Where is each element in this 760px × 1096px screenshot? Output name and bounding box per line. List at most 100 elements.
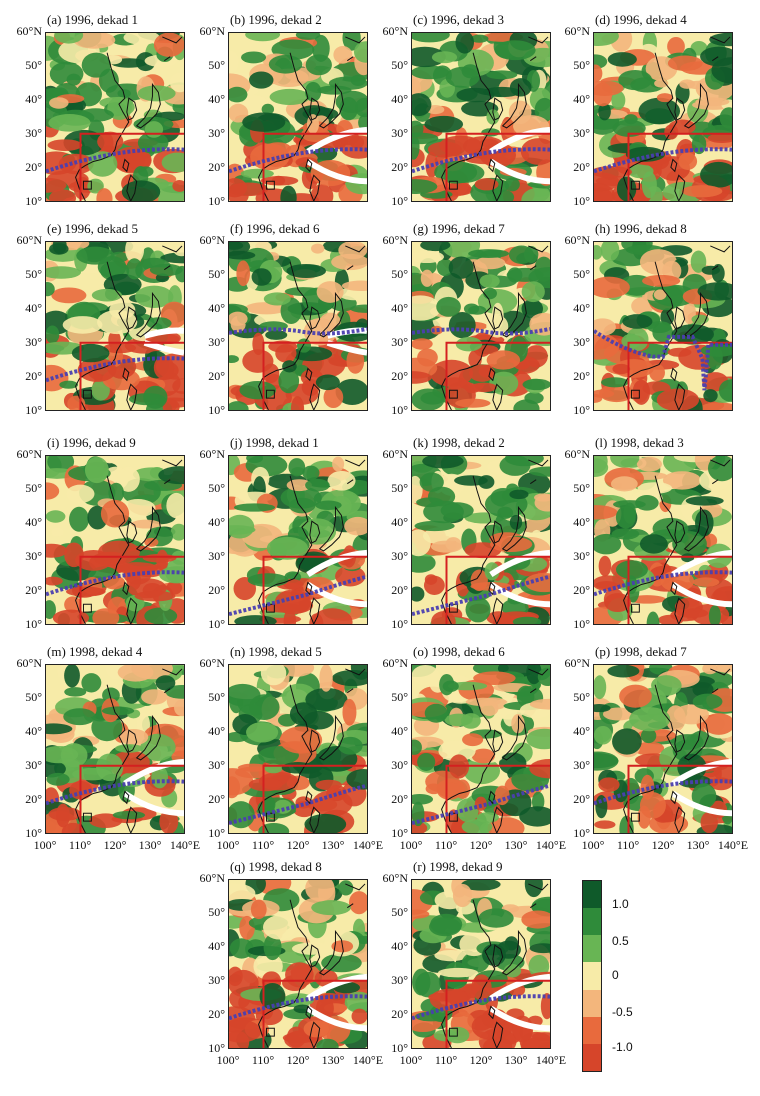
anomaly-blob <box>263 915 297 940</box>
map-frame <box>228 664 368 834</box>
anomaly-blob <box>260 665 287 686</box>
anomaly-blob <box>266 536 309 560</box>
anomaly-blob <box>245 33 281 42</box>
anomaly-blob <box>412 65 450 80</box>
anomaly-blob <box>162 399 180 410</box>
anomaly-blob <box>412 179 438 194</box>
anomaly-blob <box>137 132 169 154</box>
anomaly-blob <box>66 73 81 86</box>
y-tick-label: 10° <box>391 617 408 631</box>
anomaly-blob <box>463 303 480 315</box>
anomaly-blob <box>115 744 144 753</box>
anomaly-blob <box>121 180 161 201</box>
ridge-line-south <box>306 582 367 608</box>
y-tick-label: 40° <box>25 515 42 529</box>
anomaly-blob <box>452 883 473 908</box>
anomaly-blob <box>250 899 267 920</box>
anomaly-blob <box>126 258 143 280</box>
colorbar-segment <box>583 881 601 909</box>
anomaly-blob <box>513 399 540 410</box>
map-panel-d: (d) 1996, dekad 4 <box>593 12 733 202</box>
y-tick-label: 30° <box>391 126 408 140</box>
y-tick-label: 20° <box>391 160 408 174</box>
anomaly-blob <box>305 880 335 902</box>
coastline <box>441 459 549 624</box>
anomaly-blob <box>302 465 320 481</box>
anomaly-blob <box>46 325 60 344</box>
y-tick-label: 10° <box>208 194 225 208</box>
anomaly-blob <box>534 493 550 502</box>
anomaly-blob <box>438 967 479 978</box>
anomaly-blob <box>429 917 462 937</box>
x-tick-label: 100° <box>399 1053 423 1067</box>
anomaly-blob <box>478 908 514 928</box>
anomaly-blob <box>166 492 184 519</box>
anomaly-blob <box>61 822 85 833</box>
y-tick-label: 20° <box>573 792 590 806</box>
anomaly-blob <box>304 81 322 102</box>
anomaly-blob <box>621 334 641 349</box>
anomaly-blob <box>654 79 669 88</box>
anomaly-blob <box>49 189 77 201</box>
rain-belt-line <box>46 356 184 383</box>
anomaly-blob <box>439 666 456 675</box>
ridge-line-north <box>489 973 550 1002</box>
precipitation-anomaly-map <box>229 33 367 201</box>
anomaly-blob <box>695 97 730 107</box>
ridge-line-north <box>306 549 367 578</box>
anomaly-blob <box>304 813 347 833</box>
x-tick-label: 110° <box>251 838 275 852</box>
y-tick-label: 50° <box>208 267 225 281</box>
precipitation-anomaly-map <box>412 880 550 1048</box>
rain-belt-line <box>412 327 550 336</box>
y-tick-label: 40° <box>25 724 42 738</box>
y-tick-label: 10° <box>573 194 590 208</box>
y-tick-label: 30° <box>25 126 42 140</box>
study-region-box <box>445 555 550 624</box>
anomaly-blob <box>135 285 174 309</box>
anomaly-blob <box>84 456 109 484</box>
anomaly-blob <box>474 796 487 811</box>
anomaly-blob <box>671 324 714 345</box>
precipitation-anomaly-map <box>594 33 732 201</box>
anomaly-blob <box>638 97 681 125</box>
y-tick-label: 60°N <box>382 24 408 38</box>
map-panel-j: (j) 1998, dekad 1 <box>228 435 368 625</box>
map-frame <box>228 241 368 411</box>
coastline <box>441 883 549 1048</box>
ridge-line-north <box>123 758 184 787</box>
map-frame <box>228 32 368 202</box>
colorbar-segment <box>583 1043 601 1072</box>
study-region-box <box>627 764 732 833</box>
y-tick-label: 30° <box>573 549 590 563</box>
x-tick-label: 130° <box>321 838 345 852</box>
anomaly-blob <box>335 565 366 587</box>
anomaly-blob <box>342 698 357 726</box>
anomaly-blob <box>46 282 55 297</box>
anomaly-blob <box>504 177 520 192</box>
map-panel-k: (k) 1998, dekad 2 <box>411 435 551 625</box>
anomaly-blob <box>117 466 140 492</box>
anomaly-blob <box>412 371 432 384</box>
anomaly-blob <box>96 753 124 782</box>
anomaly-blob <box>412 665 440 686</box>
anomaly-blob <box>46 482 60 500</box>
y-tick-label: 50° <box>25 58 42 72</box>
anomaly-blob <box>665 705 686 732</box>
anomaly-blob <box>504 456 544 467</box>
anomaly-blob <box>350 304 367 313</box>
anomaly-blob <box>468 249 510 259</box>
study-region-box <box>79 132 184 201</box>
precipitation-anomaly-map <box>412 33 550 201</box>
anomaly-blob <box>229 883 256 904</box>
y-tick-label: 50° <box>573 690 590 704</box>
anomaly-blob <box>353 41 367 63</box>
anomaly-blob <box>509 514 523 530</box>
x-tick-label: 100° <box>216 838 240 852</box>
panel-title: (a) 1996, dekad 1 <box>47 12 138 27</box>
anomaly-blob <box>462 733 484 747</box>
y-tick-label: 50° <box>208 905 225 919</box>
anomaly-blob <box>141 689 168 705</box>
anomaly-blob <box>108 482 124 503</box>
